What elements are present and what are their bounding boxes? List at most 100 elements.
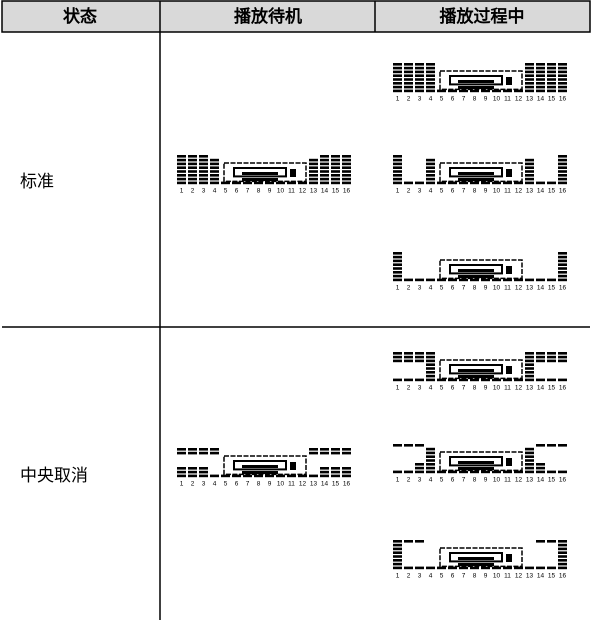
lcd-segment — [199, 162, 208, 166]
lcd-segment — [547, 85, 556, 89]
lcd-segment — [448, 89, 457, 93]
scale-label: 3 — [418, 284, 422, 291]
scale-label: 13 — [526, 187, 534, 194]
lcd-segment — [558, 82, 567, 85]
lcd-segment — [426, 78, 435, 81]
scale-label: 16 — [559, 95, 567, 102]
lcd-display: 1 2 3 4 5 6 7 8 9 10 11 12 13 14 15 16 — [393, 252, 567, 291]
lcd-segment — [221, 474, 230, 478]
lcd-segment — [547, 355, 556, 359]
lcd-segment — [393, 158, 402, 162]
lcd-segment — [558, 378, 567, 382]
lcd-segment — [470, 278, 479, 282]
scale-label: 1 — [396, 572, 400, 579]
lcd-segment — [404, 470, 413, 474]
lcd-segment — [232, 474, 241, 478]
scale-label: 2 — [407, 384, 411, 391]
lcd-segment — [393, 74, 402, 77]
lcd-frame — [439, 451, 523, 472]
lcd-segment — [426, 352, 435, 355]
scale-label: 6 — [451, 187, 455, 194]
scale-label: 4 — [213, 187, 217, 194]
lcd-segment — [558, 470, 567, 474]
header-row — [1, 0, 591, 33]
lcd-display: 1 2 3 4 5 6 7 8 9 10 11 12 13 14 15 16 — [393, 63, 567, 102]
lcd-segment — [404, 82, 413, 85]
lcd-segment — [415, 444, 424, 447]
scale-label: 4 — [429, 384, 433, 391]
scale-label: 7 — [462, 476, 466, 483]
scale-label: 16 — [343, 480, 351, 487]
scale-label: 15 — [548, 572, 556, 579]
lcd-segment — [188, 181, 197, 185]
lcd-notch — [506, 77, 512, 85]
lcd-segment — [415, 74, 424, 77]
lcd-segment — [459, 278, 468, 282]
scale-label: 12 — [515, 476, 523, 483]
lcd-segment — [448, 378, 457, 382]
lcd-segment — [558, 70, 567, 74]
lcd-displays: 1 2 3 4 5 6 7 8 9 10 11 12 13 14 15 161 2 3 4 5 6 7 8 9 10 11 12 13… — [177, 63, 567, 579]
lcd-segment — [536, 278, 545, 282]
lcd-segment — [426, 66, 435, 70]
lcd-segment — [415, 470, 424, 474]
lcd-segment — [393, 267, 402, 270]
lcd-segment — [342, 174, 351, 177]
lcd-segment — [177, 162, 186, 166]
scale-label: 5 — [440, 95, 444, 102]
scale-label: 14 — [537, 284, 545, 291]
lcd-segment — [393, 63, 402, 66]
scale-label: 7 — [246, 187, 250, 194]
lcd-segment — [404, 74, 413, 77]
lcd-segment — [415, 78, 424, 81]
lcd-segment — [393, 559, 402, 562]
lcd-segment — [342, 474, 351, 478]
lcd-segment — [309, 451, 318, 455]
lcd-segment — [393, 355, 402, 359]
scale-label: 1 — [396, 384, 400, 391]
lcd-sd-inner — [458, 557, 494, 560]
lcd-segment — [177, 448, 186, 451]
lcd-segment — [547, 378, 556, 382]
scale-label: 7 — [246, 480, 250, 487]
lcd-segment — [393, 470, 402, 474]
lcd-segment — [199, 470, 208, 474]
scale-label: 9 — [268, 480, 272, 487]
lcd-segment — [536, 566, 545, 570]
lcd-segment — [426, 367, 435, 370]
header-cell: 播放待机 — [234, 6, 302, 27]
lcd-segment — [525, 447, 534, 451]
lcd-segment — [199, 170, 208, 173]
lcd-segment — [547, 444, 556, 447]
lcd-segment — [320, 155, 329, 158]
lcd-segment — [558, 547, 567, 551]
lcd-segment — [558, 562, 567, 566]
lcd-segment — [309, 174, 318, 177]
scale-label: 16 — [559, 187, 567, 194]
scale-label: 15 — [548, 187, 556, 194]
scale-label: 4 — [429, 95, 433, 102]
lcd-segment — [525, 177, 534, 181]
lcd-segment — [188, 448, 197, 451]
lcd-segment — [415, 63, 424, 66]
scale-label: 4 — [213, 480, 217, 487]
lcd-segment — [426, 166, 435, 169]
lcd-segment — [492, 566, 501, 570]
scale-label: 11 — [504, 384, 511, 391]
lcd-segment — [320, 470, 329, 474]
scale-label: 8 — [473, 187, 477, 194]
scale-label: 8 — [473, 384, 477, 391]
scale-label: 5 — [440, 284, 444, 291]
lcd-segment — [331, 174, 340, 177]
lcd-segment — [426, 82, 435, 85]
lcd-segment — [481, 181, 490, 185]
lcd-segment — [210, 474, 219, 478]
lcd-sd — [449, 264, 503, 275]
lcd-segment — [558, 274, 567, 278]
lcd-segment — [393, 155, 402, 158]
lcd-segment — [547, 63, 556, 66]
lcd-segment — [210, 177, 219, 181]
lcd-segment — [470, 378, 479, 382]
lcd-segment — [525, 170, 534, 173]
